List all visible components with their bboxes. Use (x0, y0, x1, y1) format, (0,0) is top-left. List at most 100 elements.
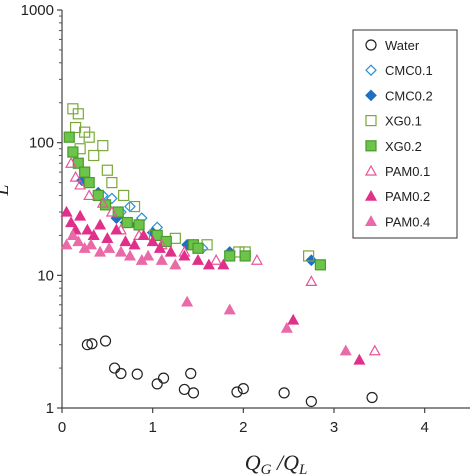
legend-label: PAM0.4 (385, 214, 430, 229)
data-point (169, 258, 182, 270)
data-point (155, 253, 168, 265)
data-point (99, 335, 112, 347)
data-point (192, 242, 204, 254)
data-point (157, 372, 170, 384)
data-point (366, 391, 378, 404)
data-point (110, 223, 123, 235)
legend-label: Water (385, 38, 420, 53)
series-xg0-2 (63, 131, 326, 271)
data-point (65, 156, 78, 168)
x-tick-label: 4 (420, 419, 428, 436)
data-point (96, 196, 109, 208)
legend-label: XG0.1 (385, 114, 422, 129)
legend-marker (364, 189, 378, 201)
data-point (305, 395, 317, 408)
data-point (151, 229, 163, 241)
data-point (94, 218, 107, 230)
legend-marker (365, 89, 377, 102)
data-point (103, 242, 116, 253)
data-point (88, 149, 100, 162)
y-tick-label: 100 (29, 135, 54, 152)
data-point (353, 353, 366, 365)
data-point (74, 178, 87, 190)
legend-label: PAM0.2 (385, 189, 430, 204)
data-point (114, 245, 127, 257)
data-point (137, 229, 150, 240)
legend-label: CMC0.1 (385, 63, 433, 78)
legend-marker (365, 140, 377, 152)
data-point (278, 387, 290, 399)
data-point (164, 245, 177, 257)
data-point (86, 338, 98, 350)
x-axis-label: QG /QL (245, 450, 308, 474)
data-point (133, 219, 145, 231)
data-point (72, 235, 85, 247)
data-point (69, 170, 82, 182)
data-point (237, 383, 249, 395)
data-point (280, 321, 293, 333)
data-point (84, 238, 98, 250)
legend-marker (365, 39, 377, 51)
data-point (106, 177, 118, 189)
x-tick-label: 2 (239, 419, 247, 436)
x-tick-label: 1 (148, 419, 156, 436)
legend-marker (365, 64, 377, 77)
data-point (239, 250, 251, 262)
data-point (83, 131, 95, 143)
data-point (314, 259, 326, 271)
data-point (92, 189, 104, 202)
data-point (72, 108, 84, 120)
data-point (101, 164, 113, 176)
legend-box (352, 29, 458, 239)
data-point (101, 232, 114, 243)
data-point (202, 258, 215, 270)
data-point (118, 189, 130, 202)
data-point (67, 146, 79, 158)
y-axis-label-fragment: L (0, 184, 13, 196)
data-point (187, 387, 200, 399)
data-point (231, 386, 243, 398)
data-point (287, 313, 300, 325)
data-point (81, 339, 93, 351)
data-point (63, 131, 75, 143)
data-point (178, 249, 191, 261)
data-point (305, 275, 318, 287)
data-point (223, 303, 236, 315)
data-point (153, 242, 166, 253)
y-tick-label: 1000 (21, 2, 54, 19)
data-point (217, 258, 230, 270)
data-point (108, 362, 121, 374)
y-tick-label: 1 (46, 400, 54, 417)
data-point (99, 199, 112, 211)
data-point (185, 367, 197, 380)
series-water (81, 335, 378, 408)
data-point (142, 249, 155, 261)
legend-label: CMC0.2 (385, 88, 433, 103)
y-tick-label: 10 (37, 267, 54, 284)
data-point (115, 367, 127, 380)
data-point (79, 166, 91, 178)
data-point (181, 295, 194, 307)
data-point (105, 205, 118, 217)
data-point (65, 216, 78, 228)
data-point (368, 344, 381, 356)
data-point (250, 253, 263, 265)
series-pam0-4 (60, 229, 352, 356)
data-point (97, 140, 109, 152)
data-point (60, 205, 73, 217)
data-point (339, 344, 352, 356)
data-point (128, 200, 141, 213)
data-point (303, 250, 315, 262)
data-point (81, 223, 94, 235)
x-tick-label: 3 (330, 419, 338, 436)
legend-marker (364, 215, 378, 226)
data-point (131, 368, 143, 380)
legend-marker (365, 114, 377, 127)
data-point (151, 378, 163, 390)
data-point (191, 253, 205, 265)
data-point (106, 192, 118, 205)
data-point (224, 250, 236, 262)
data-point (146, 235, 159, 247)
data-point (83, 177, 95, 189)
